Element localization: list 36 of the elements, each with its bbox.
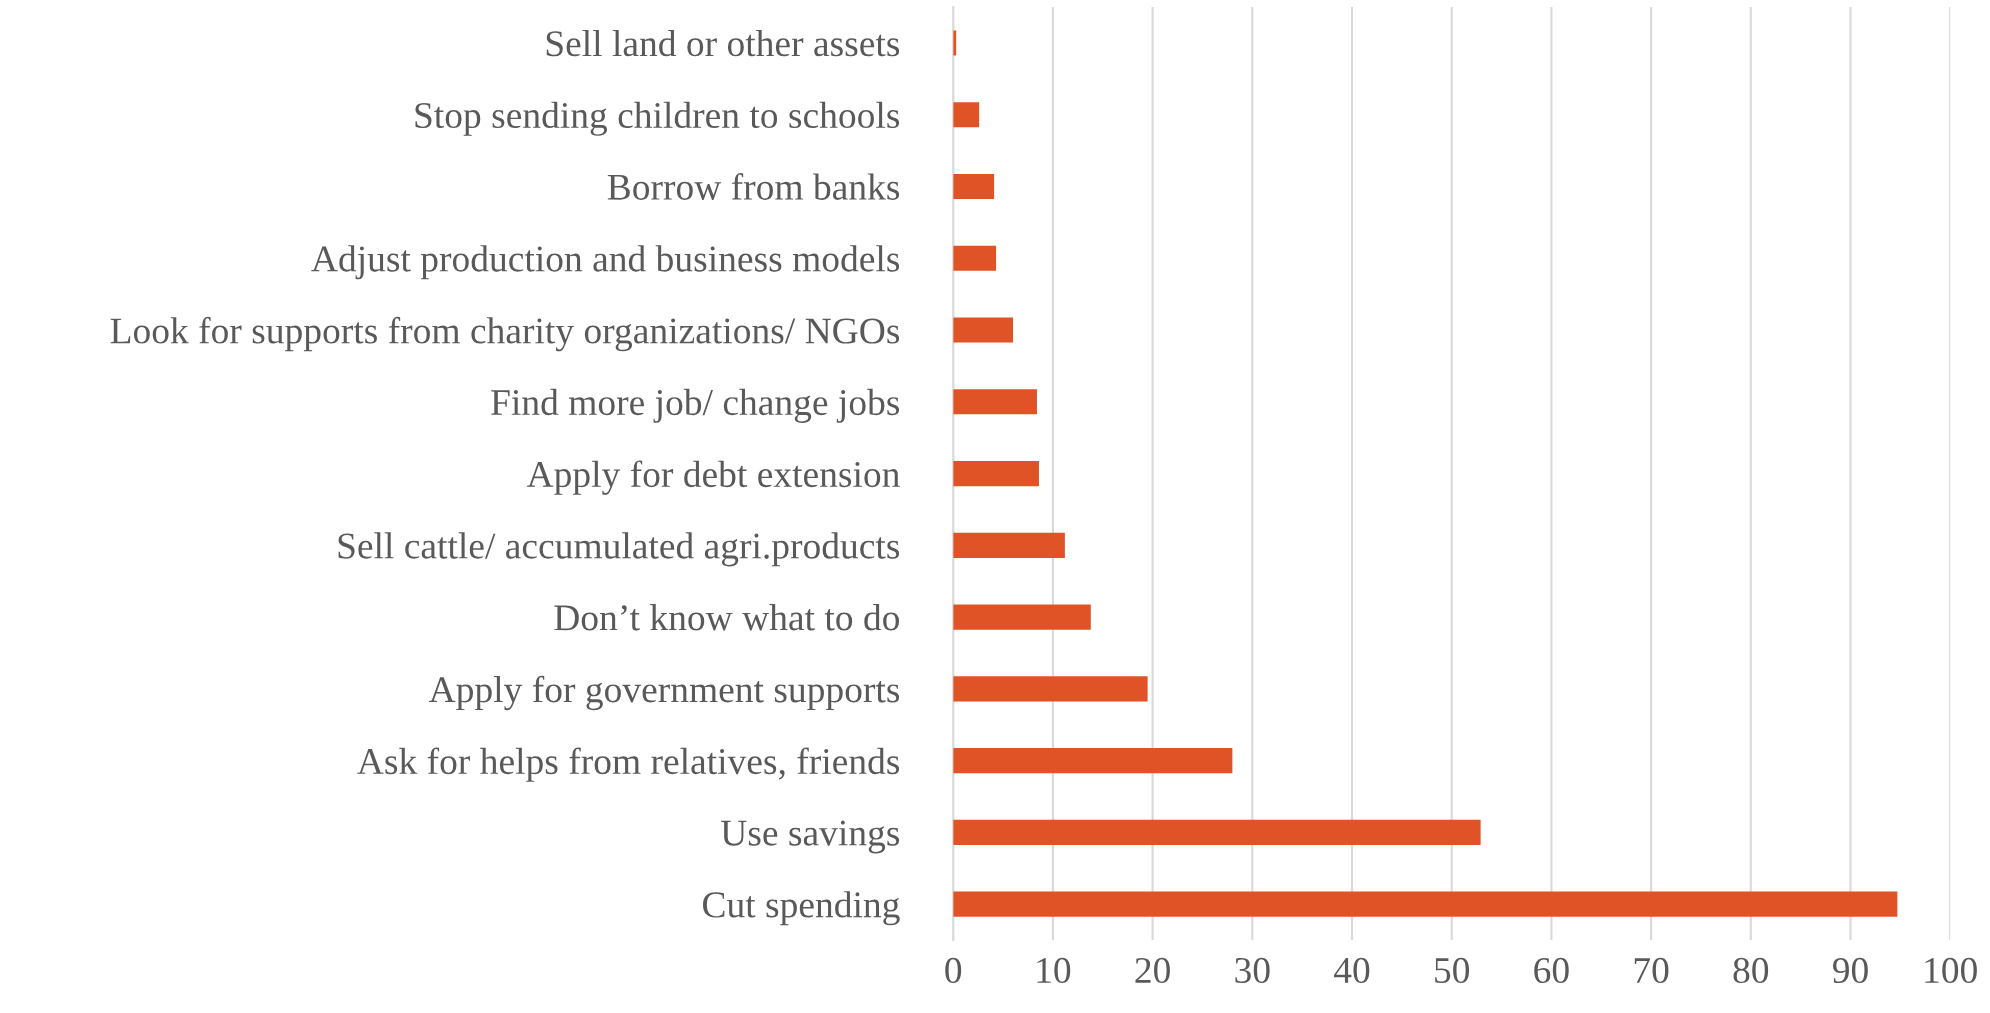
x-tick-label: 30 xyxy=(1235,957,1270,984)
x-tick-label: 100 xyxy=(1925,957,1977,984)
y-tick-label: Use savings xyxy=(721,820,900,854)
y-tick-label: Ask for helps from relatives, friends xyxy=(357,747,900,782)
x-tick-label: 60 xyxy=(1534,957,1569,984)
bar xyxy=(953,173,995,200)
x-tick-label: 50 xyxy=(1435,957,1470,984)
y-tick-label: Borrow from banks xyxy=(607,173,900,200)
y-tick-label: Apply for debt extension xyxy=(526,460,900,495)
y-tick-label: Look for supports from charity organizations/ NGOs xyxy=(110,316,900,352)
bar xyxy=(953,461,1039,487)
bar xyxy=(953,748,1233,774)
bar xyxy=(953,102,980,128)
x-tick-label: 80 xyxy=(1733,957,1769,984)
y-tick-label: Sell cattle/ accumulated agri.products xyxy=(338,532,900,567)
x-tick-label: 40 xyxy=(1333,957,1370,984)
y-tick-label: Find more job/ change jobs xyxy=(491,388,900,423)
bar xyxy=(953,389,1037,415)
bar xyxy=(953,317,1014,343)
y-tick-label: Cut spending xyxy=(703,891,900,926)
bar xyxy=(953,532,1065,558)
x-tick-label: 70 xyxy=(1634,957,1669,984)
y-tick-label: Adjust production and business models xyxy=(311,245,900,280)
y-tick-label: Stop sending children to schools xyxy=(415,101,900,136)
y-tick-label: Don’t know what to do xyxy=(554,604,899,631)
x-tick-label: 10 xyxy=(1037,957,1071,984)
x-tick-label: 90 xyxy=(1832,957,1868,984)
x-tick-label: 0 xyxy=(945,957,962,984)
bar xyxy=(953,245,997,271)
bar xyxy=(953,604,1091,630)
y-tick-label: Apply for government supports xyxy=(428,675,900,711)
bar xyxy=(953,819,1481,845)
bar xyxy=(953,676,1148,702)
y-tick-label: Sell land or other assets xyxy=(546,29,900,57)
bar xyxy=(953,891,1898,917)
x-tick-label: 20 xyxy=(1135,957,1170,984)
